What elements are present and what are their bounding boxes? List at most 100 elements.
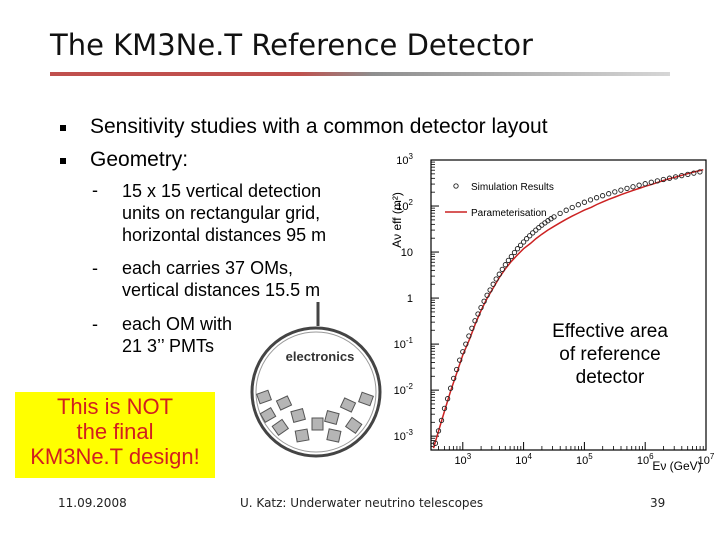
sub-item-line: horizontal distances 95 m	[122, 225, 327, 245]
footer-center: U. Katz: Underwater neutrino telescopes	[240, 496, 484, 510]
simulation-point	[581, 199, 588, 205]
simulation-point	[487, 287, 493, 293]
note-line: the final	[76, 419, 154, 444]
simulation-point	[472, 318, 478, 324]
sub-bullet-dash: -	[92, 314, 98, 334]
bullet-marker	[60, 158, 66, 164]
x-tick-exponent: 3	[467, 452, 472, 461]
simulation-point	[557, 210, 563, 217]
parameterisation-line	[432, 168, 704, 449]
simulation-point	[432, 440, 439, 446]
simulation-point	[691, 170, 697, 176]
note-line: KM3Ne.T design!	[30, 444, 200, 469]
simulation-point	[530, 230, 536, 236]
y-tick-label: 10-3	[394, 428, 414, 443]
simulation-point	[630, 184, 636, 190]
simulation-point	[435, 428, 442, 434]
simulation-point	[606, 191, 612, 197]
legend-label-simulation: Simulation Results	[471, 182, 554, 193]
disclaimer-note: This is NOT the final KM3Ne.T design!	[15, 392, 215, 478]
y-tick-label: 1	[407, 293, 413, 305]
simulation-point	[511, 249, 518, 256]
bullet-sensitivity: Sensitivity studies with a common detect…	[90, 115, 548, 138]
sub-item-line: each OM with	[122, 314, 233, 334]
bullet-marker	[60, 125, 66, 131]
footer-date: 11.09.2008	[58, 496, 127, 510]
title-underline	[50, 72, 670, 76]
simulation-point	[441, 405, 448, 412]
simulation-point	[599, 193, 606, 199]
simulation-point	[618, 187, 624, 193]
simulation-point	[624, 185, 630, 192]
simulation-point	[642, 181, 648, 187]
sub-item-line: 15 x 15 vertical detection	[122, 181, 322, 201]
effective-area-caption: Effective area of reference detector	[532, 320, 688, 389]
simulation-point	[499, 266, 505, 273]
sub-item-line: vertical distances 15.5 m	[122, 280, 321, 300]
simulation-point	[493, 276, 499, 282]
y-tick-exponent: -2	[406, 382, 414, 391]
simulation-point	[514, 246, 521, 252]
simulation-point	[496, 271, 502, 277]
simulation-point	[457, 357, 463, 363]
y-tick-label: 103	[396, 152, 413, 167]
simulation-point	[563, 207, 569, 213]
y-tick-label: 10-2	[394, 382, 414, 397]
y-tick-exponent: 3	[409, 152, 414, 161]
y-tick-exponent: 2	[409, 198, 414, 207]
simulation-point	[508, 253, 515, 260]
simulation-point	[523, 236, 530, 242]
footer-page-number: 39	[650, 496, 666, 510]
simulation-point	[466, 333, 472, 339]
simulation-point	[490, 281, 496, 287]
simulation-point	[454, 366, 460, 373]
simulation-point	[481, 298, 487, 304]
simulation-point	[484, 292, 490, 298]
simulation-point	[469, 325, 475, 331]
simulation-point	[551, 214, 557, 220]
simulation-point	[672, 174, 679, 180]
simulation-point	[502, 262, 509, 268]
simulation-point	[697, 169, 703, 175]
simulation-point	[447, 385, 454, 391]
simulation-point	[660, 176, 667, 183]
caption-line: of reference	[559, 344, 661, 365]
simulation-point	[654, 178, 661, 184]
y-tick-label: 10	[401, 247, 413, 259]
y-tick-label: 10-1	[394, 336, 414, 351]
simulation-point	[475, 311, 481, 317]
simulation-point	[575, 202, 581, 208]
simulation-point	[444, 396, 451, 402]
sub-item-pmts: each OM with 21 3’’ PMTs	[122, 313, 232, 357]
caption-line: Effective area	[552, 321, 668, 342]
optical-module-diagram: electronics	[248, 300, 384, 470]
y-tick-exponent: -3	[406, 428, 414, 437]
sub-bullet-dash: -	[92, 258, 98, 278]
x-tick-label: 104	[515, 452, 532, 467]
slide-title: The KM3Ne.T Reference Detector	[50, 28, 533, 62]
simulation-point	[636, 182, 642, 188]
legend-marker-simulation	[453, 183, 459, 189]
x-tick-exponent: 7	[710, 452, 715, 461]
x-axis-label: Eν (GeV)	[652, 459, 701, 473]
simulation-point	[679, 172, 685, 179]
simulation-point	[593, 195, 600, 201]
sub-bullet-dash: -	[92, 180, 98, 200]
sub-item-oms: each carries 37 OMs, vertical distances …	[122, 257, 320, 301]
bullet-geometry: Geometry:	[90, 148, 189, 171]
simulation-point	[451, 375, 457, 382]
simulation-point	[648, 179, 654, 185]
simulation-point	[685, 171, 691, 178]
plot-frame	[430, 159, 707, 451]
simulation-point	[438, 417, 445, 424]
x-tick-label: 103	[454, 452, 471, 467]
simulation-point	[666, 175, 673, 181]
x-tick-exponent: 5	[588, 452, 593, 461]
simulation-point	[505, 257, 512, 264]
simulation-point	[527, 233, 533, 239]
note-line: This is NOT	[56, 394, 174, 419]
y-tick-exponent: -1	[406, 336, 414, 345]
om-electronics-label: electronics	[286, 349, 355, 364]
sub-item-line: units on rectangular grid,	[122, 203, 321, 223]
simulation-point	[463, 341, 469, 347]
